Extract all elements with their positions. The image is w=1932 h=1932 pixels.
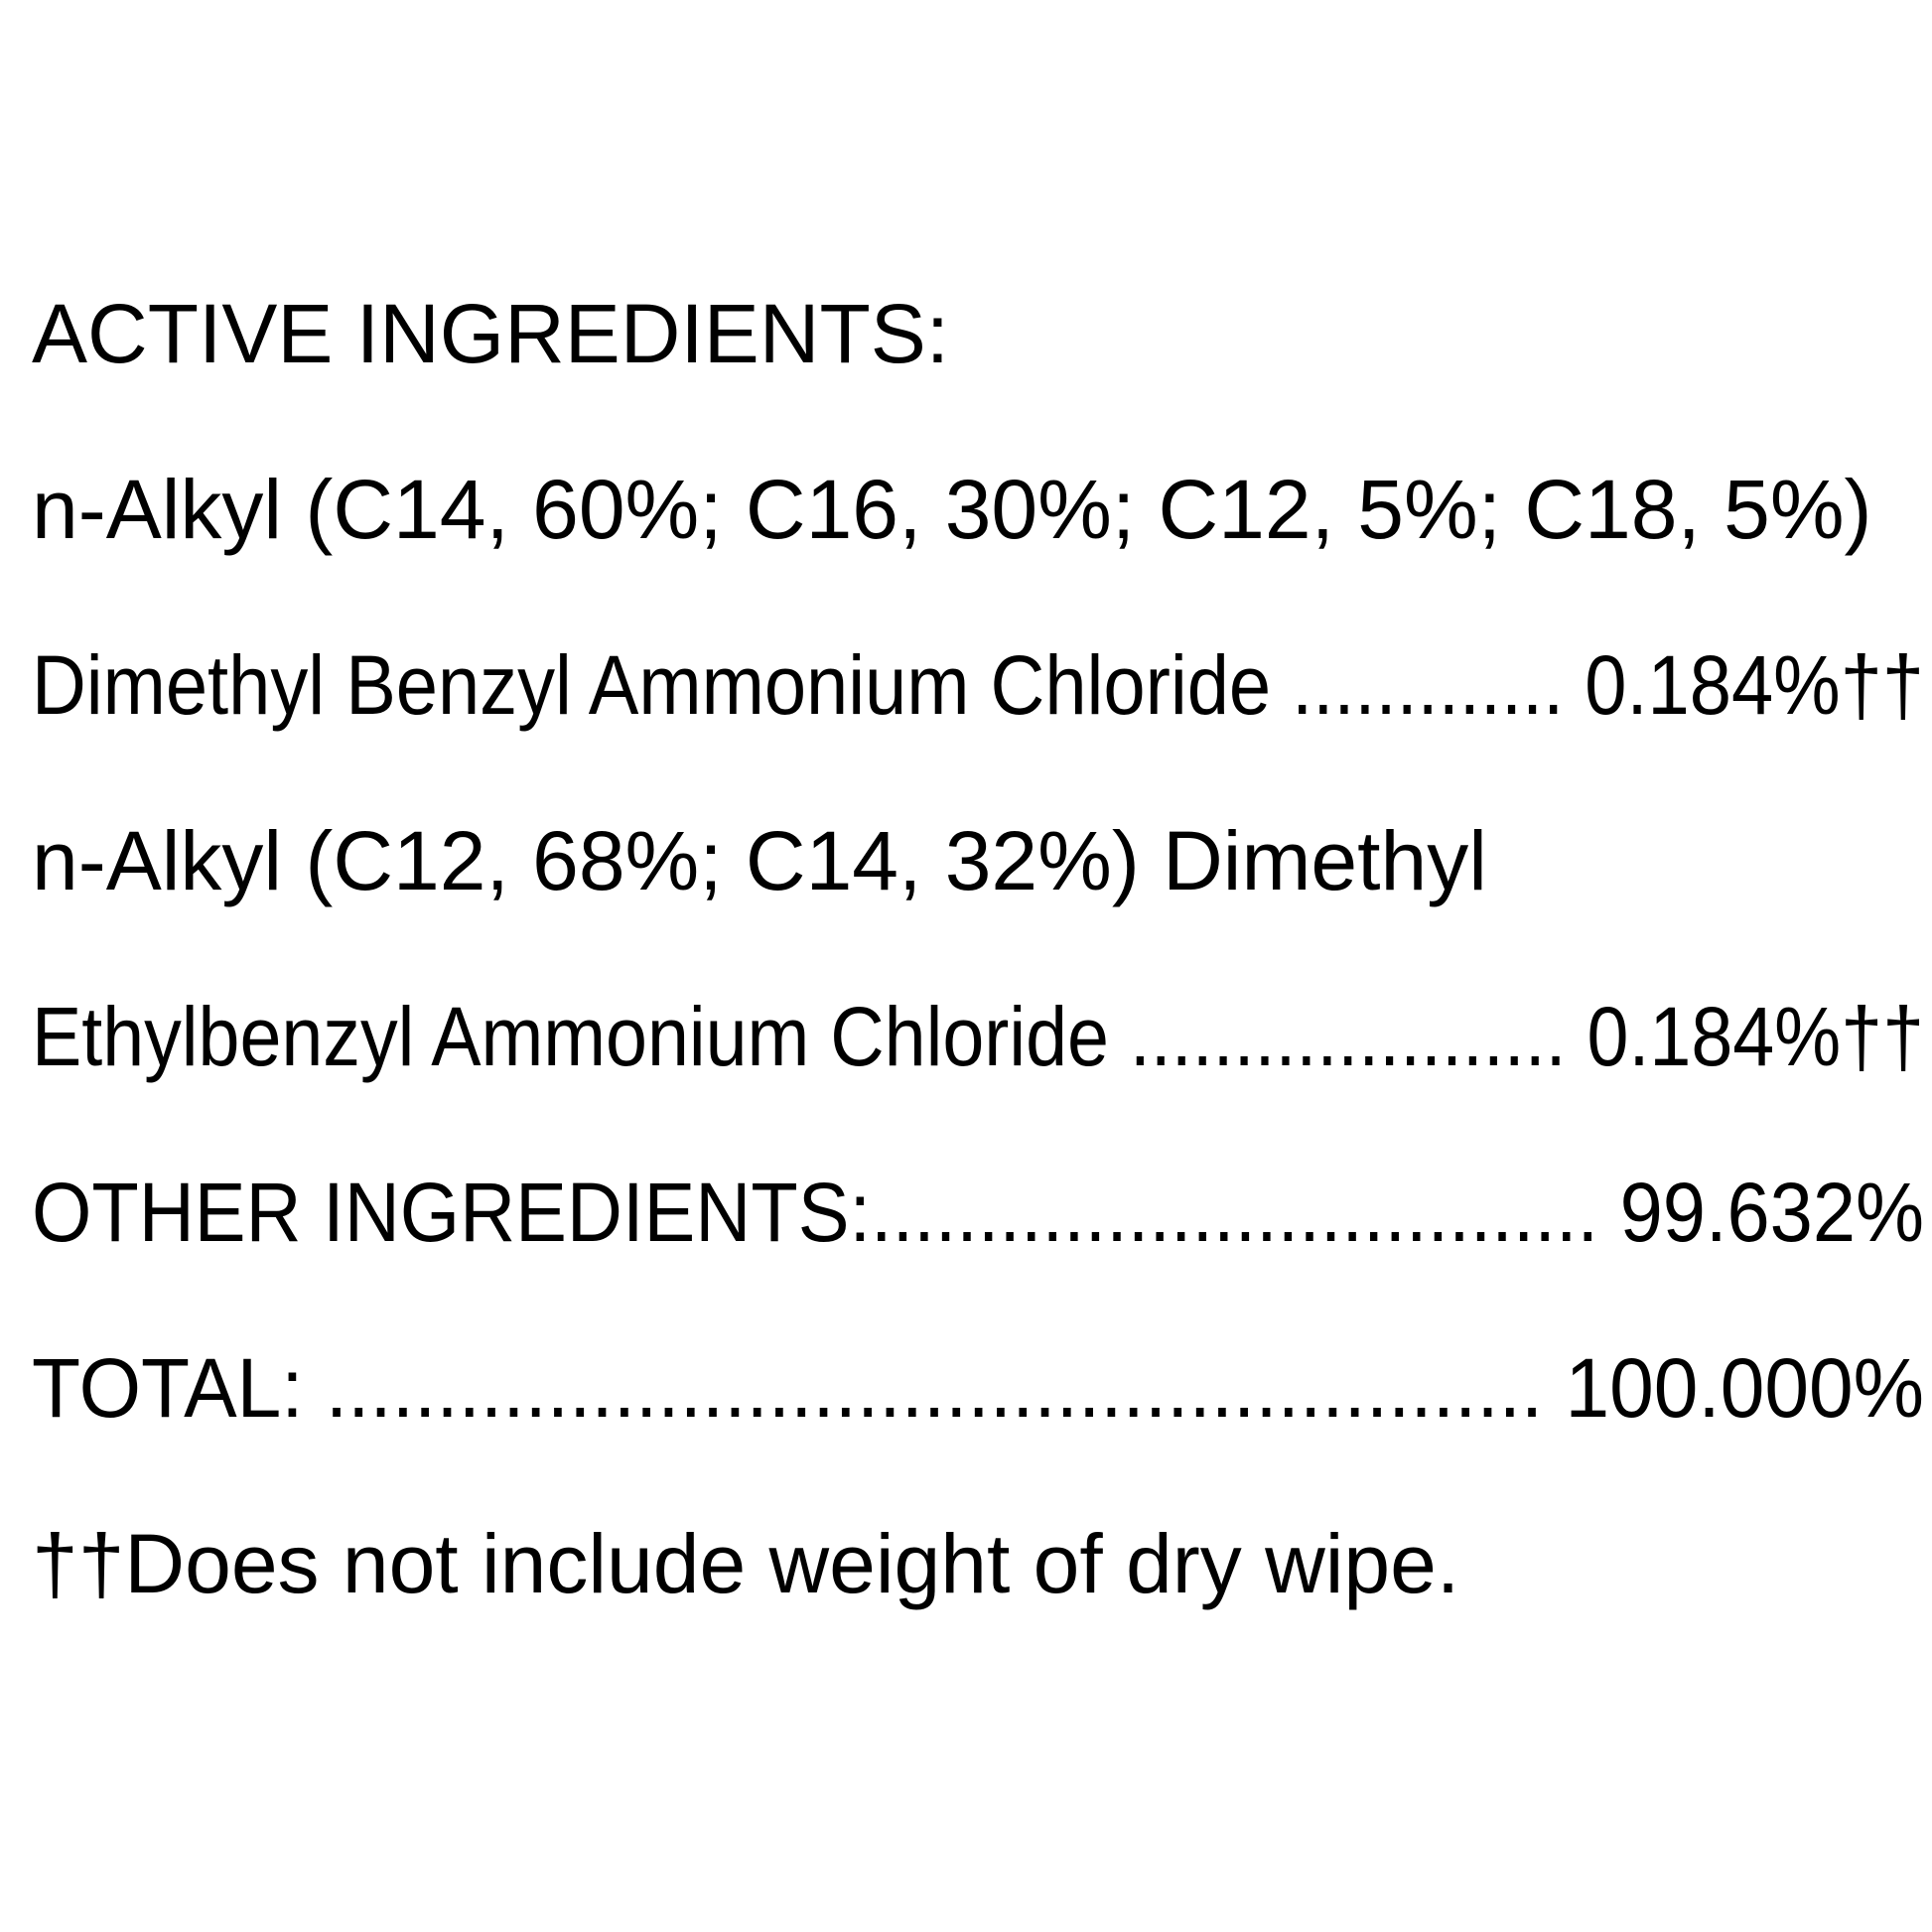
ingredient-line: n-Alkyl (C14, 60%; C16, 30%; C12, 5%; C1… (32, 463, 1872, 556)
footnote: ††Does not include weight of dry wipe. (32, 1517, 1459, 1610)
ingredient-line: Ethylbenzyl Ammonium Chloride ..........… (32, 990, 1924, 1083)
heading: ACTIVE INGREDIENTS: (32, 287, 949, 380)
total-line: TOTAL: .................................… (32, 1341, 1924, 1435)
ingredient-line: OTHER INGREDIENTS:......................… (32, 1166, 1924, 1259)
ingredient-line: n-Alkyl (C12, 68%; C14, 32%) Dimethyl (32, 814, 1487, 907)
ingredient-line: Dimethyl Benzyl Ammonium Chloride ......… (32, 638, 1924, 732)
